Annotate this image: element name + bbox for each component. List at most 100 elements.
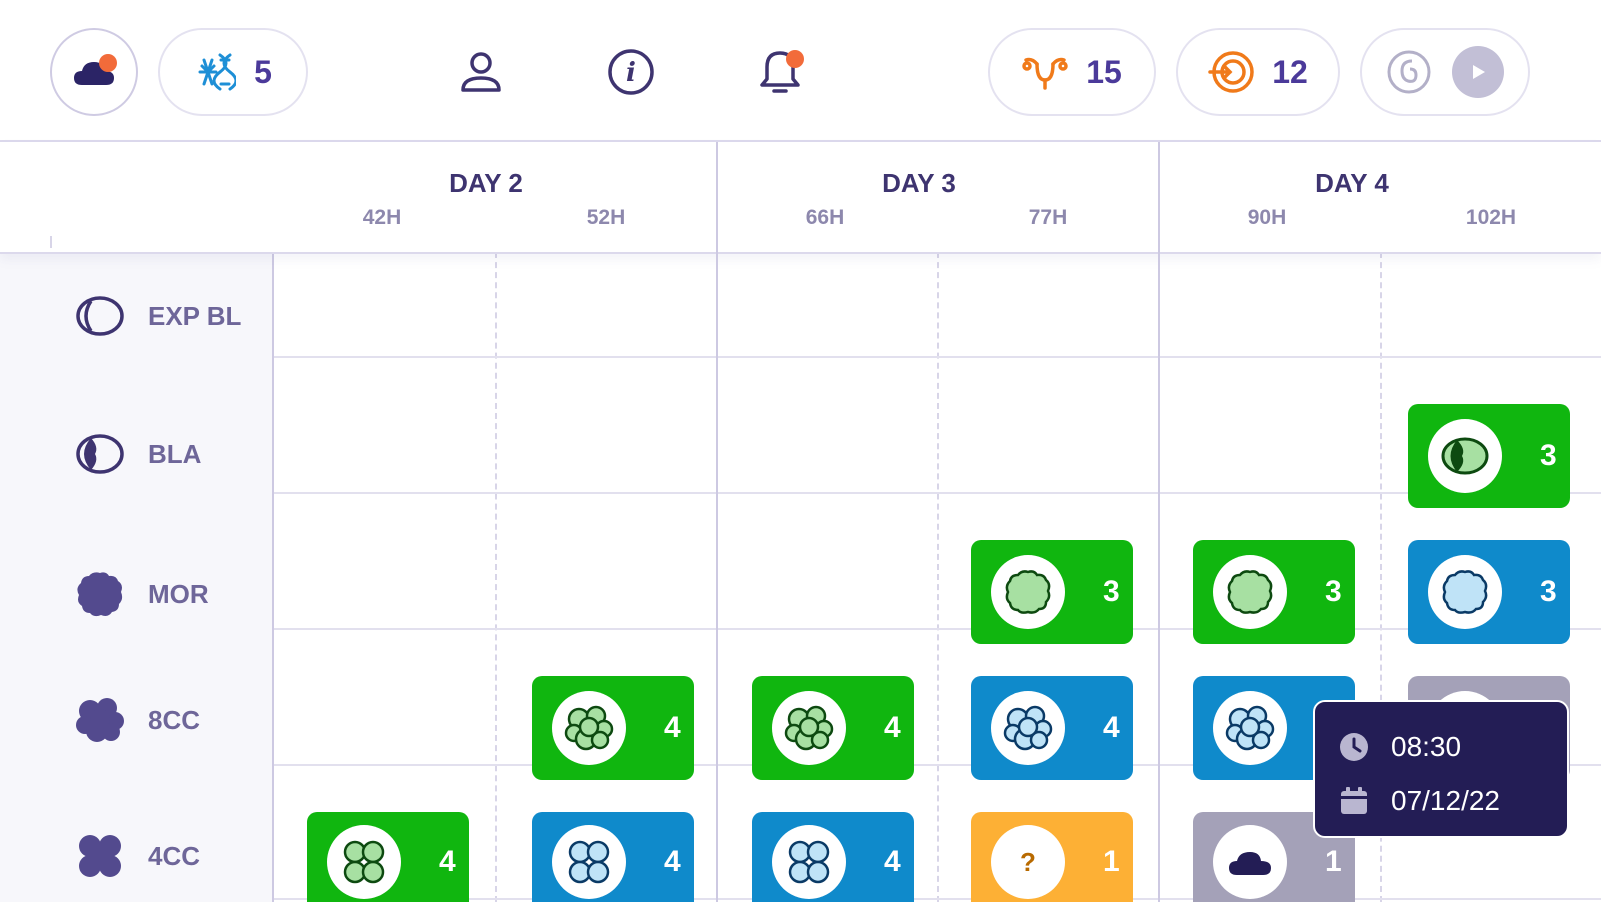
embryo-count: 3	[1540, 439, 1557, 472]
hour-gridline	[495, 242, 497, 902]
hour-90h: 90H	[1247, 206, 1287, 229]
embryo-card-bla-102h[interactable]: 3	[1408, 404, 1570, 508]
eight-cell-icon	[784, 705, 834, 751]
embryo-card-8cc-66h[interactable]: 4	[752, 676, 914, 780]
row-label-text: BLA	[148, 438, 202, 469]
frozen-pill[interactable]: 5	[158, 28, 308, 116]
insemination-icon	[1208, 51, 1254, 93]
eight-cell-icon	[1003, 705, 1053, 751]
snowflake-dna-icon	[198, 53, 237, 91]
oocytes-pill[interactable]: 15	[988, 28, 1156, 116]
embryo-count: 4	[884, 711, 901, 744]
four-cell-icon	[343, 840, 385, 884]
hour-77h: 77H	[1028, 206, 1068, 229]
eight-cell-icon	[564, 705, 614, 751]
embryo-card-8cc-90h[interactable]: 4	[1193, 676, 1355, 780]
row-label-bla: BLA	[74, 428, 201, 480]
embryo-card-mor-102h[interactable]: 3	[1408, 540, 1570, 644]
tooltip-date-row: 07/12/22	[1339, 774, 1567, 828]
frozen-count: 5	[254, 53, 272, 90]
calendar-icon	[1341, 787, 1367, 814]
oocyte-count: 15	[1086, 53, 1122, 90]
tooltip-time: 08:30	[1391, 731, 1462, 762]
profile-button[interactable]	[455, 46, 507, 98]
blastocyst-icon	[76, 434, 124, 474]
embryo-card-8cc-52h[interactable]: 4	[532, 676, 694, 780]
row-gridline	[274, 898, 1601, 900]
play-icon	[1473, 65, 1485, 79]
row-gridline	[274, 492, 1601, 494]
row-gridline	[274, 628, 1601, 630]
expanded-blastocyst-icon	[76, 296, 124, 336]
embryo-count: 4	[439, 845, 456, 878]
morula-icon	[77, 572, 123, 617]
embryo-count: 1	[1325, 845, 1342, 878]
cloud-icon	[1229, 852, 1271, 875]
embryo-count: 1	[1103, 845, 1120, 878]
embryo-card-4cc-77h[interactable]: ? 1	[971, 812, 1133, 902]
timeline-header: DAY 2 DAY 3 DAY 4 42H 52H 66H 77H 90H 10…	[0, 142, 1601, 254]
embryo-icon	[1387, 50, 1431, 94]
day-separator	[1158, 142, 1160, 902]
row-label-mor: MOR	[74, 568, 209, 620]
embryo-count: 4	[884, 845, 901, 878]
row-gridline	[274, 356, 1601, 358]
info-icon: i	[608, 49, 654, 95]
day-3-label: DAY 3	[882, 168, 956, 198]
blastocyst-icon	[1441, 437, 1489, 475]
morula-icon	[1227, 570, 1273, 614]
embryo-card-mor-77h[interactable]: 3	[971, 540, 1133, 644]
info-button[interactable]: i	[605, 46, 657, 98]
inseminated-count: 12	[1272, 53, 1308, 90]
embryo-card-8cc-77h[interactable]: 4	[971, 676, 1133, 780]
notification-dot	[99, 54, 117, 72]
embryo-count: 3	[1103, 575, 1120, 608]
embryo-count: 4	[1103, 711, 1120, 744]
embryo-count: 4	[664, 711, 681, 744]
embryo-card-4cc-52h[interactable]: 4	[532, 812, 694, 902]
embryo-count: 3	[1325, 575, 1342, 608]
hour-52h: 52H	[586, 206, 626, 229]
embryo-card-4cc-66h[interactable]: 4	[752, 812, 914, 902]
weather-button[interactable]	[50, 28, 138, 116]
row-label-text: MOR	[148, 578, 209, 609]
timestamp-tooltip: 08:30 07/12/22	[1313, 700, 1569, 838]
stage-column: EXP BL BLA MOR 8CC 4CC	[0, 254, 274, 902]
top-bar: 5 i 15	[0, 0, 1601, 142]
hour-gridline	[937, 242, 939, 902]
uterus-icon	[1022, 57, 1068, 90]
four-cell-icon	[79, 835, 121, 877]
notifications-button[interactable]	[754, 46, 806, 98]
row-label-4cc: 4CC	[74, 830, 200, 882]
four-cell-icon	[568, 840, 610, 884]
svg-text:i: i	[626, 58, 636, 88]
embryo-card-4cc-42h[interactable]: 4	[307, 812, 469, 902]
hour-gridline	[1380, 242, 1382, 902]
clock-icon	[1340, 733, 1368, 761]
row-label-exp-bl: EXP BL	[74, 290, 241, 342]
user-icon	[461, 52, 501, 92]
row-label-text: 4CC	[148, 840, 201, 871]
hour-42h: 42H	[362, 206, 402, 229]
row-label-text: 8CC	[148, 704, 201, 735]
embryo-count: 3	[1540, 575, 1557, 608]
tooltip-time-row: 08:30	[1339, 720, 1567, 774]
eight-cell-icon	[1225, 705, 1275, 751]
hour-102h: 102H	[1465, 206, 1517, 229]
morula-icon	[1005, 570, 1051, 614]
timelapse-pill[interactable]	[1360, 28, 1530, 116]
hour-66h: 66H	[805, 206, 845, 229]
tooltip-date: 07/12/22	[1391, 785, 1500, 816]
morula-icon	[1442, 570, 1488, 614]
four-cell-icon	[788, 840, 830, 884]
unknown-icon: ?	[1020, 846, 1036, 877]
embryo-card-mor-90h[interactable]: 3	[1193, 540, 1355, 644]
embryo-count: 4	[664, 845, 681, 878]
row-gridline	[274, 764, 1601, 766]
insemination-pill[interactable]: 12	[1176, 28, 1340, 116]
play-button[interactable]	[1452, 46, 1504, 98]
day-2-label: DAY 2	[449, 168, 523, 198]
eight-cell-icon	[76, 698, 124, 742]
row-label-8cc: 8CC	[74, 694, 200, 746]
day-separator	[716, 142, 718, 902]
